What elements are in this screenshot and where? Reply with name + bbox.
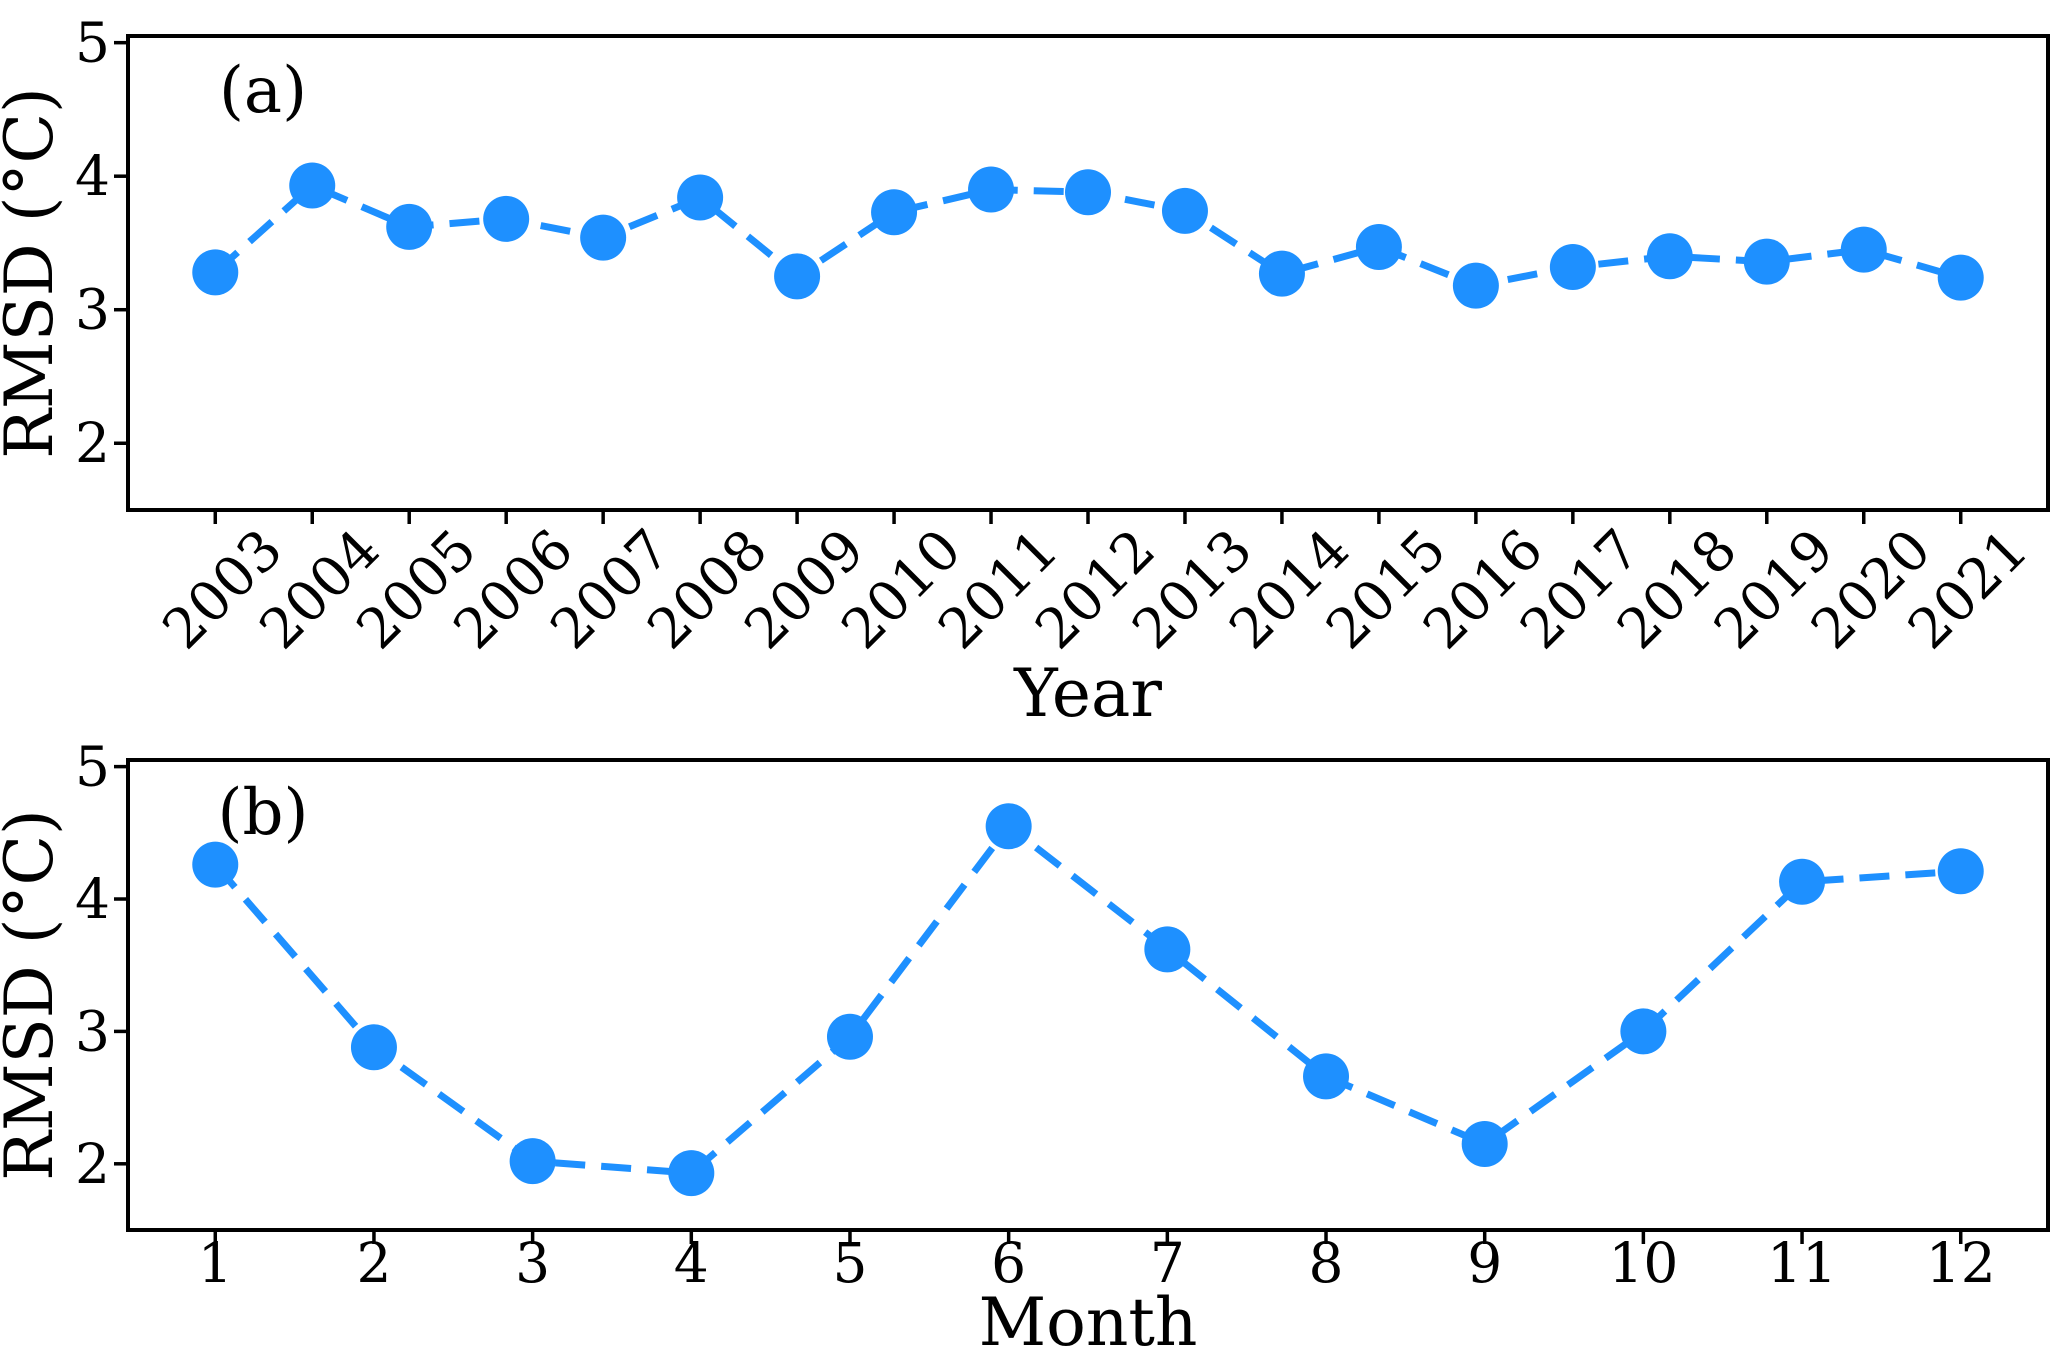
panel-label-b: (b) xyxy=(218,776,309,850)
data-point xyxy=(192,249,239,296)
x-tick-label: 8 xyxy=(1309,1231,1344,1295)
data-point xyxy=(668,1150,715,1197)
data-point xyxy=(826,1013,873,1060)
data-point xyxy=(580,214,627,261)
data-point xyxy=(774,253,821,300)
data-point xyxy=(509,1138,556,1185)
series-b xyxy=(192,803,1984,1197)
x-tick-label: 10 xyxy=(1608,1231,1678,1295)
x-tick-label: 7 xyxy=(1150,1231,1185,1295)
data-point xyxy=(1303,1053,1350,1100)
plot-border xyxy=(126,758,2050,1232)
data-point xyxy=(1937,254,1984,301)
x-tick-label: 6 xyxy=(991,1231,1026,1295)
data-point xyxy=(1620,1008,1667,1055)
y-tick-label: 2 xyxy=(75,411,110,475)
series-line xyxy=(212,821,1961,1177)
data-point xyxy=(1461,1120,1508,1167)
data-point xyxy=(1937,848,1984,895)
data-point xyxy=(483,195,530,242)
data-point xyxy=(1161,187,1208,234)
x-tick-label: 2 xyxy=(356,1231,391,1295)
data-point xyxy=(386,203,433,250)
data-point xyxy=(350,1024,397,1071)
series-a xyxy=(192,162,1984,309)
x-tick-label: 11 xyxy=(1767,1231,1837,1295)
data-point xyxy=(192,841,239,888)
data-point xyxy=(985,803,1032,850)
x-tick-label: 12 xyxy=(1926,1231,1996,1295)
y-tick-label: 5 xyxy=(75,735,110,799)
data-point xyxy=(968,166,1015,213)
data-point xyxy=(677,174,724,221)
data-point xyxy=(1144,926,1191,973)
panel-label-a: (a) xyxy=(219,54,307,128)
data-point xyxy=(871,189,918,236)
data-point xyxy=(1355,223,1402,270)
y-axis-label-b: RMSD (°C) xyxy=(0,809,68,1180)
y-tick-label: 4 xyxy=(75,144,110,208)
data-point xyxy=(1646,233,1693,280)
data-point xyxy=(1840,226,1887,273)
y-tick-label: 3 xyxy=(75,278,110,342)
x-tick-label: 9 xyxy=(1467,1231,1502,1295)
x-axis-label-b: Month xyxy=(979,1284,1198,1361)
data-point xyxy=(1779,858,1826,905)
data-point xyxy=(1065,169,1111,216)
y-tick-label: 5 xyxy=(75,11,110,75)
data-point xyxy=(1549,243,1596,290)
y-axis-label-a: RMSD (°C) xyxy=(0,87,68,458)
x-tick-label: 5 xyxy=(832,1231,867,1295)
data-point xyxy=(1258,250,1305,297)
x-tick-label: 1 xyxy=(198,1231,233,1295)
y-tick-label: 4 xyxy=(75,867,110,931)
data-point xyxy=(289,162,336,209)
y-tick-label: 3 xyxy=(75,999,110,1063)
y-tick-label: 2 xyxy=(75,1132,110,1196)
x-tick-label: 3 xyxy=(515,1231,550,1295)
x-tick-label: 4 xyxy=(674,1231,709,1295)
axes-a: 2345200320042005200620072008200920102011… xyxy=(75,11,2050,661)
panel-a: 2345200320042005200620072008200920102011… xyxy=(0,11,2050,732)
data-point xyxy=(1452,262,1499,309)
x-axis-label-a: Year xyxy=(1013,655,1162,732)
data-point xyxy=(1743,238,1790,285)
